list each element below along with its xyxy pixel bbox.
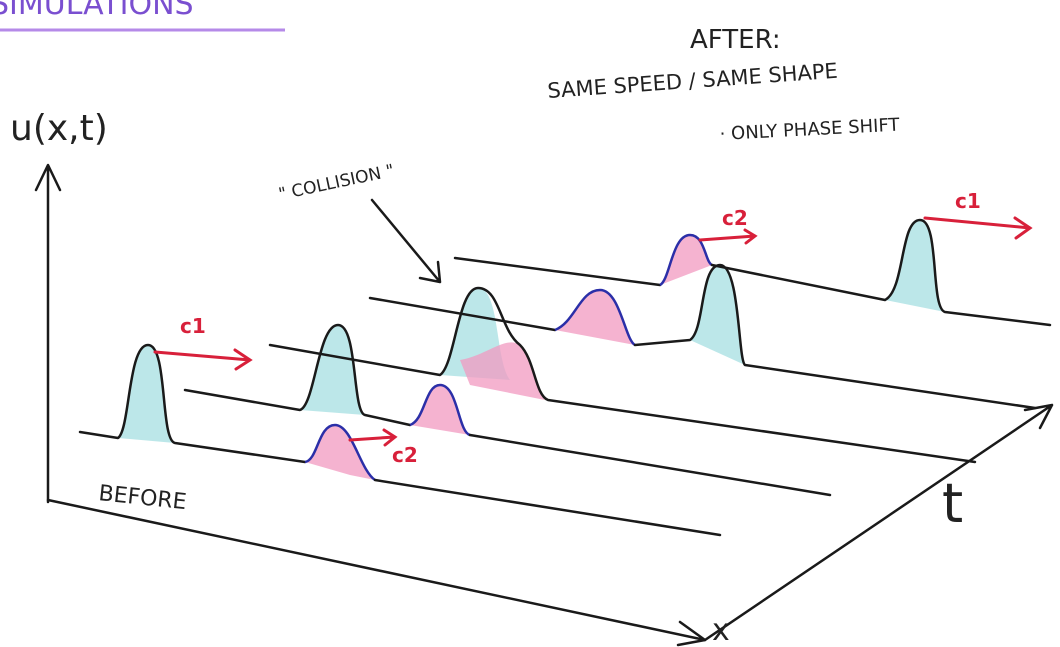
axes [36, 165, 1052, 645]
after-line1: SAME SPEED / SAME SHAPE [547, 59, 839, 103]
pulse-fills [118, 220, 945, 480]
u-axis-label: u(x,t) [10, 108, 108, 149]
speed-label: c1 [955, 189, 981, 213]
speed-label: c2 [392, 443, 418, 467]
t-axis-label: t [942, 472, 963, 535]
collision-label: " COLLISION " [277, 161, 396, 205]
speed-label: c1 [180, 314, 206, 338]
before-label: BEFORE [97, 481, 187, 515]
after-label: AFTER: [690, 25, 781, 55]
diagram: SIMULATIONS [0, 0, 1060, 647]
speed-label: c2 [722, 206, 748, 230]
after-line2: · ONLY PHASE SHIFT [719, 115, 901, 145]
t-axis [705, 405, 1052, 640]
u-axis [36, 165, 60, 502]
title: SIMULATIONS [0, 0, 194, 22]
x-axis-label: x [712, 613, 730, 647]
x-axis [48, 500, 705, 645]
collision-arrow [372, 200, 440, 282]
